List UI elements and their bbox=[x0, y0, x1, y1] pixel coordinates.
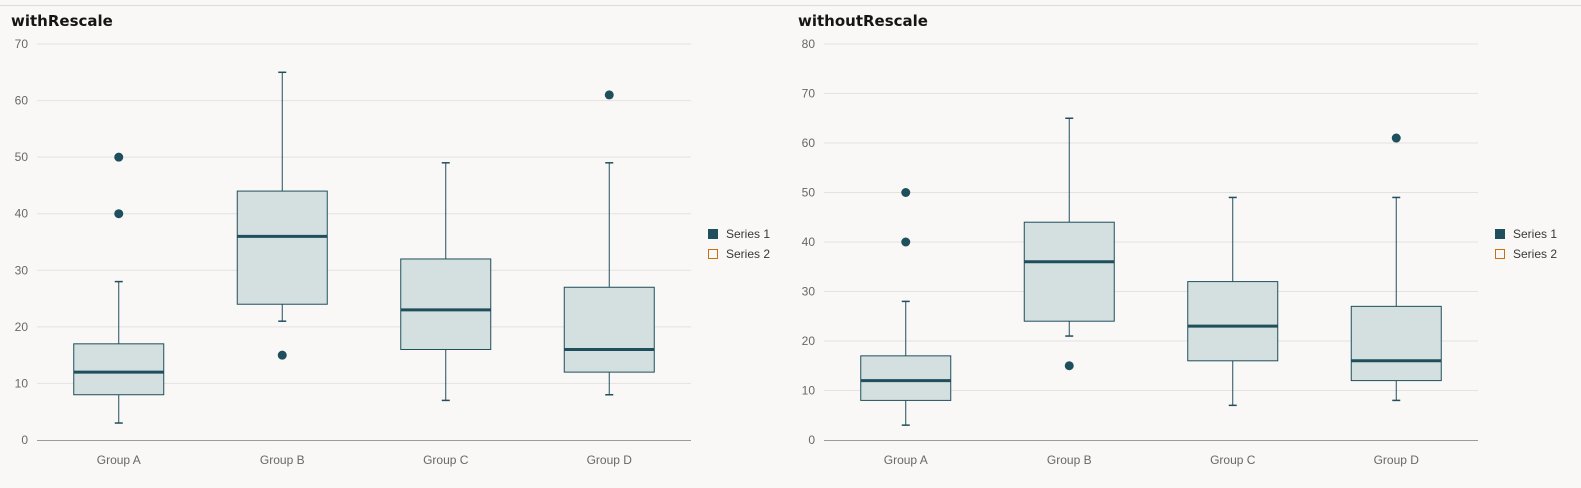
y-tick-label: 70 bbox=[15, 37, 29, 51]
box-series-1[interactable] bbox=[400, 258, 492, 350]
box-series-1[interactable] bbox=[1023, 221, 1115, 322]
x-tick-label: Group B bbox=[1047, 453, 1092, 467]
box-series-1[interactable] bbox=[236, 190, 328, 305]
box-series-1[interactable] bbox=[563, 286, 655, 373]
box-series-1[interactable] bbox=[1187, 281, 1279, 362]
box-series-1[interactable] bbox=[73, 343, 165, 396]
y-tick-label: 0 bbox=[21, 433, 28, 447]
top-divider bbox=[0, 5, 1581, 6]
legend-label[interactable]: Series 1 bbox=[1513, 227, 1557, 241]
outlier-point[interactable] bbox=[604, 90, 614, 100]
chart-panel-with-rescale: withRescale 0 10 20 30 40 50 60 70 Group A Group … bbox=[0, 0, 790, 488]
chart-title: withRescale bbox=[11, 12, 113, 30]
x-tick-label: Group B bbox=[260, 453, 305, 467]
box-series-1[interactable] bbox=[1350, 305, 1442, 382]
y-tick-label: 80 bbox=[802, 37, 816, 51]
y-tick-label: 40 bbox=[15, 207, 29, 221]
legend-swatch-series-2[interactable] bbox=[708, 249, 718, 259]
outlier-point[interactable] bbox=[277, 350, 287, 360]
y-tick-label: 0 bbox=[808, 433, 815, 447]
x-tick-label: Group C bbox=[1210, 453, 1256, 467]
legend-swatch-series-2[interactable] bbox=[1495, 249, 1505, 259]
y-tick-label: 70 bbox=[802, 87, 816, 101]
legend-label[interactable]: Series 2 bbox=[726, 247, 770, 261]
y-tick-label: 10 bbox=[802, 384, 816, 398]
legend-label[interactable]: Series 1 bbox=[726, 227, 770, 241]
y-tick-label: 50 bbox=[15, 150, 29, 164]
chart-panel-without-rescale: withoutRescale 0 10 20 30 40 50 60 70 80 Group A G… bbox=[787, 0, 1581, 488]
outlier-point[interactable] bbox=[114, 152, 124, 162]
legend-swatch-series-1[interactable] bbox=[1495, 229, 1505, 239]
outlier-point[interactable] bbox=[114, 209, 124, 219]
y-tick-label: 40 bbox=[802, 235, 816, 249]
x-tick-label: Group C bbox=[423, 453, 469, 467]
y-tick-label: 20 bbox=[802, 334, 816, 348]
y-tick-label: 30 bbox=[15, 263, 29, 277]
y-tick-label: 60 bbox=[15, 94, 29, 108]
outlier-point[interactable] bbox=[901, 188, 911, 197]
boxplot-chart: 0 10 20 30 40 50 60 70 80 Group A Group B Group C Gr… bbox=[802, 37, 1558, 467]
outlier-point[interactable] bbox=[1064, 361, 1074, 371]
x-tick-label: Group D bbox=[587, 453, 633, 467]
box-series-1[interactable] bbox=[860, 355, 952, 401]
x-tick-label: Group A bbox=[884, 453, 928, 467]
outlier-point[interactable] bbox=[1391, 133, 1401, 143]
x-tick-label: Group A bbox=[97, 453, 141, 467]
y-tick-label: 20 bbox=[15, 320, 29, 334]
y-tick-label: 60 bbox=[802, 136, 816, 150]
chart-title: withoutRescale bbox=[798, 12, 928, 30]
legend-label[interactable]: Series 2 bbox=[1513, 247, 1557, 261]
legend-swatch-series-1[interactable] bbox=[708, 229, 718, 239]
outlier-point[interactable] bbox=[901, 237, 911, 247]
y-tick-label: 50 bbox=[802, 186, 816, 200]
x-tick-label: Group D bbox=[1374, 453, 1420, 467]
y-tick-label: 10 bbox=[15, 376, 29, 390]
boxplot-chart: 0 10 20 30 40 50 60 70 Group A Group B Group C Grou… bbox=[15, 37, 771, 467]
y-tick-label: 30 bbox=[802, 285, 816, 299]
